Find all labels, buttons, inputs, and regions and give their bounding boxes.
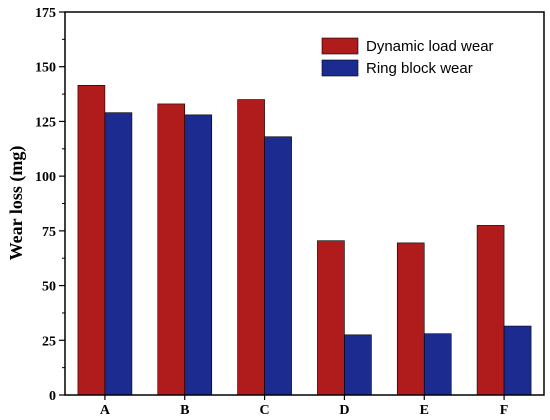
x-tick-label: B	[180, 403, 189, 418]
legend-swatch-ring-block	[321, 59, 359, 77]
bar-ring-block-c	[264, 136, 292, 396]
x-tick-label: E	[420, 403, 429, 418]
y-tick-label: 150	[35, 61, 56, 76]
bar-dynamic-load-f	[476, 225, 505, 396]
x-tick-label: D	[339, 403, 349, 418]
bar-ring-block-b	[184, 114, 213, 396]
bar-dynamic-load-c	[237, 99, 265, 396]
legend-label-dynamic-load: Dynamic load wear	[366, 38, 494, 55]
bar-dynamic-load-d	[317, 240, 345, 396]
legend: Dynamic load wear Ring block wear	[321, 37, 494, 77]
bars-layer	[77, 85, 532, 396]
bar-dynamic-load-b	[157, 103, 186, 396]
x-tick-label: F	[500, 403, 509, 418]
bar-ring-block-d	[344, 334, 372, 396]
axis-ticks: 0 25 50 75 100 125 150 175 A B C D E F	[35, 6, 508, 418]
legend-swatch-dynamic-load	[321, 37, 359, 55]
bar-dynamic-load-a	[77, 85, 106, 396]
y-tick-label: 100	[35, 170, 56, 185]
y-tick-label: 75	[42, 225, 56, 240]
legend-label-ring-block: Ring block wear	[366, 60, 473, 77]
bar-dynamic-load-e	[396, 242, 425, 396]
y-tick-label: 125	[35, 115, 56, 130]
y-axis-title: Wear loss (mg)	[6, 146, 27, 261]
y-tick-label: 175	[35, 6, 56, 21]
x-tick-label: A	[100, 403, 111, 418]
y-tick-label: 50	[42, 280, 56, 295]
x-tick-label: C	[260, 403, 270, 418]
y-tick-label: 25	[42, 334, 56, 349]
bar-ring-block-e	[423, 333, 452, 396]
y-tick-label: 0	[49, 389, 56, 404]
bar-ring-block-a	[104, 112, 133, 396]
bar-ring-block-f	[503, 325, 532, 396]
